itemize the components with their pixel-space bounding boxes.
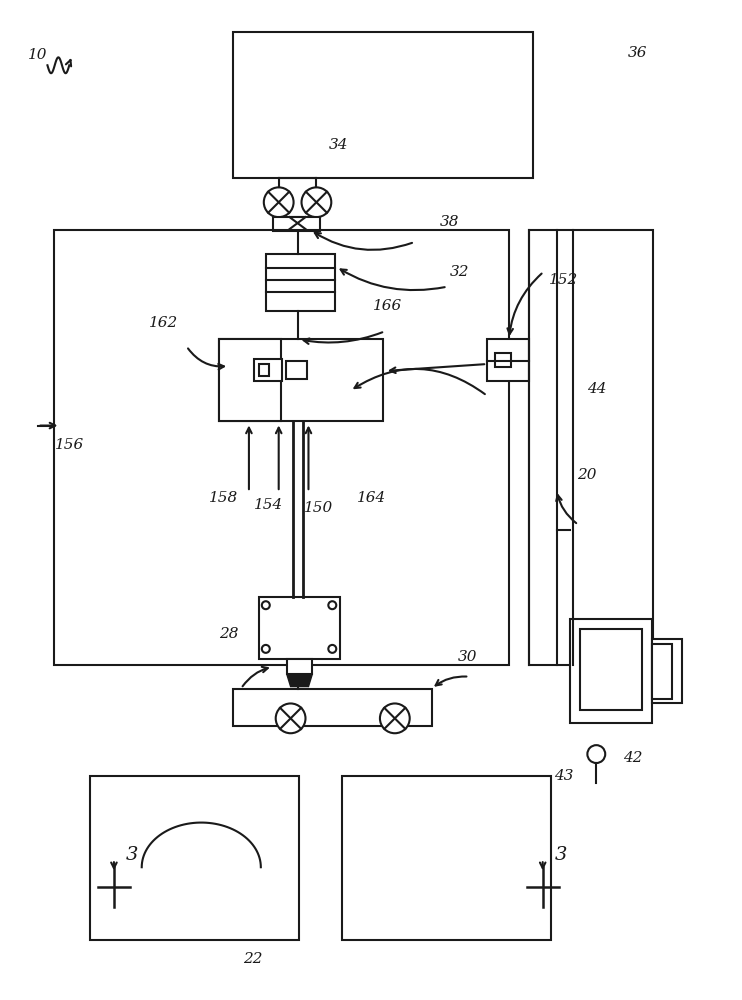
Bar	[286, 659, 312, 674]
Bar	[259, 597, 341, 659]
Circle shape	[262, 601, 270, 609]
Polygon shape	[286, 674, 312, 687]
Bar	[259, 364, 269, 376]
Bar	[54, 230, 509, 665]
Bar	[219, 339, 383, 421]
Text: 38: 38	[440, 215, 459, 229]
Circle shape	[276, 703, 306, 733]
Circle shape	[328, 601, 336, 609]
Text: 162: 162	[149, 316, 178, 330]
Bar	[286, 361, 307, 379]
Circle shape	[262, 645, 270, 653]
Text: 43: 43	[554, 769, 574, 783]
Circle shape	[301, 187, 331, 217]
Text: 32: 32	[450, 265, 469, 279]
Text: 36: 36	[628, 46, 648, 60]
Circle shape	[264, 187, 294, 217]
Text: 3: 3	[125, 846, 138, 864]
Text: 10: 10	[27, 48, 47, 62]
Bar	[233, 32, 533, 178]
Text: 34: 34	[329, 138, 348, 152]
Bar	[219, 339, 280, 421]
Text: 150: 150	[303, 501, 333, 515]
Text: 156: 156	[55, 438, 84, 452]
Text: 154: 154	[255, 498, 283, 512]
Bar	[652, 644, 672, 699]
Text: 28: 28	[220, 627, 239, 641]
Bar	[580, 629, 642, 710]
Bar	[289, 217, 306, 229]
Text: 44: 44	[586, 382, 606, 396]
Text: 158: 158	[209, 491, 237, 505]
Text: 152: 152	[549, 273, 578, 287]
Text: 22: 22	[243, 952, 263, 966]
Bar	[529, 230, 653, 665]
Text: 166: 166	[373, 299, 402, 313]
Text: 20: 20	[577, 468, 596, 482]
Text: 30: 30	[458, 650, 477, 664]
Text: 164: 164	[358, 491, 387, 505]
Bar	[495, 353, 511, 367]
Bar	[90, 776, 298, 940]
Circle shape	[380, 703, 410, 733]
Bar	[266, 254, 335, 311]
Text: 3: 3	[554, 846, 567, 864]
Bar	[342, 776, 551, 940]
Bar	[233, 689, 432, 726]
Bar	[254, 359, 282, 381]
Bar	[487, 339, 529, 381]
Bar	[273, 217, 321, 231]
Circle shape	[328, 645, 336, 653]
Circle shape	[588, 745, 605, 763]
Bar	[652, 639, 682, 703]
Bar	[571, 619, 652, 723]
Text: 42: 42	[623, 751, 643, 765]
